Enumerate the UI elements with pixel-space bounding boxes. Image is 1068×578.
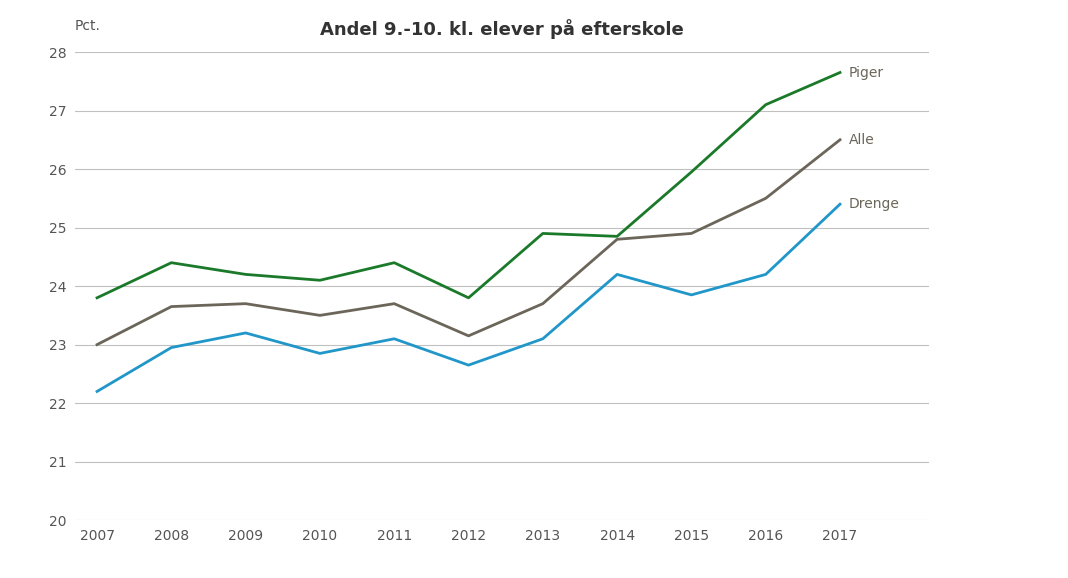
- Text: Pct.: Pct.: [75, 19, 100, 34]
- Title: Andel 9.-10. kl. elever på efterskole: Andel 9.-10. kl. elever på efterskole: [320, 20, 684, 39]
- Text: Drenge: Drenge: [849, 197, 900, 211]
- Text: Piger: Piger: [849, 65, 884, 80]
- Text: Alle: Alle: [849, 133, 875, 147]
